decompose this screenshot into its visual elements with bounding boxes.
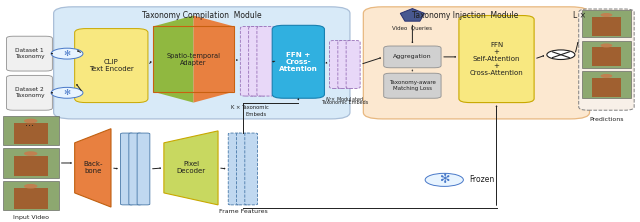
Polygon shape — [400, 9, 424, 21]
Bar — [14, 156, 47, 176]
Circle shape — [600, 13, 612, 17]
Bar — [3, 148, 59, 178]
Text: Dataset 1
Taxonomy: Dataset 1 Taxonomy — [15, 48, 44, 59]
FancyBboxPatch shape — [384, 73, 441, 98]
FancyBboxPatch shape — [6, 75, 52, 110]
Polygon shape — [164, 131, 218, 205]
Text: Predictions: Predictions — [589, 117, 624, 122]
Bar — [582, 41, 631, 68]
Text: Video  Queries: Video Queries — [392, 26, 433, 31]
Text: Frozen: Frozen — [470, 175, 495, 184]
Text: ...: ... — [25, 118, 34, 128]
Text: $N_T$× Modulated: $N_T$× Modulated — [326, 95, 364, 104]
Text: FFN +
Cross-
Attention: FFN + Cross- Attention — [279, 52, 318, 72]
Circle shape — [24, 151, 37, 156]
Polygon shape — [153, 16, 193, 103]
Text: ✻: ✻ — [63, 49, 70, 58]
Text: FFN
+
Self-Attention
+
Cross-Attention: FFN + Self-Attention + Cross-Attention — [470, 42, 524, 76]
Text: ✻: ✻ — [63, 88, 70, 97]
FancyBboxPatch shape — [129, 133, 141, 205]
Bar — [14, 123, 47, 144]
Text: Taxonomic Embeds: Taxonomic Embeds — [321, 100, 369, 105]
FancyBboxPatch shape — [384, 46, 441, 68]
Text: Taxonomy-aware
Matching Loss: Taxonomy-aware Matching Loss — [389, 80, 436, 91]
Bar — [14, 188, 47, 209]
Text: Taxonomy Compilation  Module: Taxonomy Compilation Module — [142, 11, 262, 20]
Bar — [592, 47, 621, 66]
Text: L ×: L × — [573, 11, 586, 20]
Bar — [3, 181, 59, 210]
Text: Taxonomic: Taxonomic — [242, 105, 269, 110]
Circle shape — [600, 44, 612, 48]
Text: Embeds: Embeds — [245, 112, 266, 117]
Circle shape — [425, 173, 463, 186]
Text: Aggregation: Aggregation — [393, 54, 432, 59]
FancyBboxPatch shape — [228, 133, 241, 205]
FancyBboxPatch shape — [237, 133, 249, 205]
FancyBboxPatch shape — [257, 26, 275, 96]
FancyBboxPatch shape — [338, 41, 352, 88]
Circle shape — [600, 74, 612, 78]
Circle shape — [51, 87, 83, 98]
Text: CLIP
Text Encoder: CLIP Text Encoder — [89, 59, 134, 72]
Text: Frame Features: Frame Features — [218, 209, 268, 214]
FancyBboxPatch shape — [364, 7, 589, 119]
Text: K ×: K × — [230, 105, 240, 110]
FancyBboxPatch shape — [54, 7, 350, 119]
Bar — [582, 71, 631, 98]
Text: Spatio-temporal
Adapter: Spatio-temporal Adapter — [166, 53, 221, 65]
Circle shape — [547, 50, 575, 59]
Bar — [592, 17, 621, 36]
FancyBboxPatch shape — [241, 26, 258, 96]
Bar — [582, 10, 631, 37]
Text: Dataset 2
Taxonomy: Dataset 2 Taxonomy — [15, 87, 44, 98]
Text: Back-
bone: Back- bone — [83, 161, 102, 174]
FancyBboxPatch shape — [6, 36, 52, 71]
FancyBboxPatch shape — [459, 16, 534, 103]
FancyBboxPatch shape — [346, 41, 360, 88]
Bar — [3, 116, 59, 145]
Circle shape — [24, 119, 37, 123]
Polygon shape — [193, 16, 234, 103]
FancyBboxPatch shape — [120, 133, 133, 205]
FancyBboxPatch shape — [248, 26, 266, 96]
FancyBboxPatch shape — [272, 25, 324, 98]
Circle shape — [51, 48, 83, 59]
Bar — [592, 78, 621, 97]
FancyBboxPatch shape — [330, 41, 344, 88]
FancyBboxPatch shape — [245, 133, 257, 205]
Circle shape — [24, 184, 37, 188]
FancyBboxPatch shape — [579, 9, 634, 110]
Text: ✻: ✻ — [439, 173, 449, 186]
Text: Input Video: Input Video — [13, 215, 49, 220]
Polygon shape — [75, 129, 111, 207]
FancyBboxPatch shape — [137, 133, 150, 205]
Text: Pixel
Decoder: Pixel Decoder — [177, 161, 205, 174]
Text: Taxonomy Injection  Module: Taxonomy Injection Module — [412, 11, 518, 20]
FancyBboxPatch shape — [75, 29, 148, 103]
